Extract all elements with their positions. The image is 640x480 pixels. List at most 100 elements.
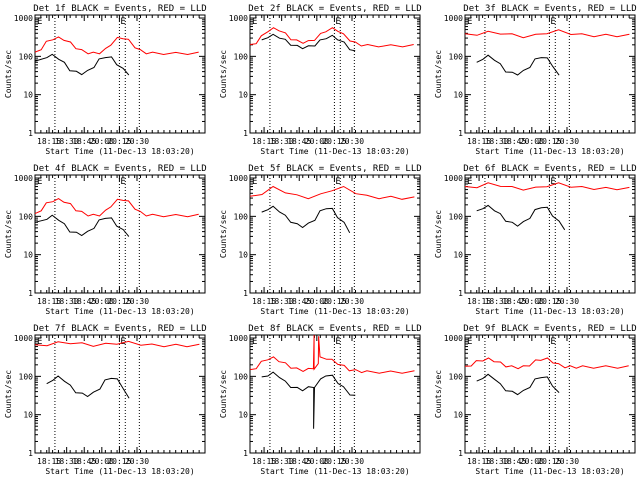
x-tick-label: 20:00 [305, 297, 329, 306]
plot-frame [34, 174, 206, 294]
x-axis-label: Start Time (11-Dec-13 18:03:20) [475, 147, 624, 156]
e-marker: E [467, 337, 472, 347]
series-line-lld [34, 198, 199, 218]
y-tick-label: 1000 [14, 14, 33, 23]
panel-4: Det 4f BLACK = Events, RED = LLD 1 10 100 10… [4, 164, 207, 316]
series-line-lld [34, 340, 200, 348]
x-axis-label: Start Time (11-Dec-13 18:03:20) [475, 467, 624, 476]
x-tick-label: 18:15 [252, 297, 276, 306]
y-tick-label: 100 [234, 372, 249, 381]
panel-8: Det 8f BLACK = Events, RED = LLD 1 10 100 10… [219, 324, 422, 476]
x-axis-label: Start Time (11-Dec-13 18:03:20) [260, 147, 409, 156]
x-tick-label: 20:30 [125, 137, 149, 146]
x-tick-label: 18:45 [502, 457, 526, 466]
x-tick-label: 18:15 [37, 457, 61, 466]
x-tick-label: 20:30 [125, 297, 149, 306]
x-tick-label: 18:15 [252, 137, 276, 146]
series-line-lld [464, 357, 629, 370]
panel-9: Det 9f BLACK = Events, RED = LLD 1 10 100 10… [434, 324, 637, 476]
x-axis-label: Start Time (11-Dec-13 18:03:20) [475, 307, 624, 316]
y-tick-label: 10 [453, 411, 463, 420]
x-tick-label: 20:15 [537, 297, 561, 306]
x-tick-label: 18:15 [467, 297, 491, 306]
y-tick-label: 100 [449, 52, 464, 61]
x-axis-label: Start Time (11-Dec-13 18:03:20) [260, 467, 409, 476]
y-tick-label: 10 [238, 251, 248, 260]
x-axis-label: Start Time (11-Dec-13 18:03:20) [45, 147, 194, 156]
panel-title: Det 7f BLACK = Events, RED = LLD [33, 324, 206, 334]
y-axis-label: Counts/sec [4, 210, 13, 258]
plot-frame [249, 334, 421, 454]
y-tick-label: 1000 [229, 334, 248, 343]
e-marker: E [37, 17, 42, 27]
e-marker: E [335, 17, 340, 27]
x-axis-label: Start Time (11-Dec-13 18:03:20) [45, 307, 194, 316]
series-line-events [476, 54, 560, 76]
series-line-lld [464, 29, 630, 39]
y-tick-label: 1 [458, 129, 463, 138]
plot-frame [34, 14, 206, 134]
e-marker: E [550, 17, 555, 27]
x-tick-label: 18:30 [55, 137, 79, 146]
e-marker: E [335, 177, 340, 187]
x-tick-label: 18:30 [270, 137, 294, 146]
y-tick-label: 100 [234, 52, 249, 61]
y-axis-label: Counts/sec [4, 50, 13, 98]
series-line-events [261, 33, 356, 52]
x-tick-label: 18:30 [270, 297, 294, 306]
y-tick-label: 100 [449, 212, 464, 221]
y-tick-label: 10 [238, 411, 248, 420]
y-tick-label: 1000 [229, 14, 248, 23]
y-tick-label: 10 [23, 91, 33, 100]
e-marker: E [550, 177, 555, 187]
panel-5: Det 5f BLACK = Events, RED = LLD 1 10 100 10… [219, 164, 422, 316]
plot-frame [464, 174, 636, 294]
panel-title: Det 5f BLACK = Events, RED = LLD [248, 164, 421, 174]
x-tick-label: 20:30 [555, 457, 579, 466]
e-marker: E [252, 17, 257, 27]
x-tick-label: 18:15 [37, 137, 61, 146]
panel-1: Det 1f BLACK = Events, RED = LLD 1 10 100 10… [4, 4, 207, 156]
series-line-lld [249, 334, 415, 374]
panel-title: Det 4f BLACK = Events, RED = LLD [33, 164, 206, 174]
y-tick-label: 10 [453, 251, 463, 260]
y-tick-label: 10 [238, 91, 248, 100]
y-axis-label: Counts/sec [4, 370, 13, 418]
y-tick-label: 1 [243, 129, 248, 138]
x-tick-label: 18:15 [37, 297, 61, 306]
series-line-events [261, 371, 356, 429]
x-tick-label: 18:30 [270, 457, 294, 466]
y-tick-label: 10 [453, 91, 463, 100]
x-tick-label: 20:30 [340, 137, 364, 146]
x-tick-label: 20:30 [125, 457, 149, 466]
series-line-events [34, 214, 130, 237]
x-tick-label: 18:45 [502, 297, 526, 306]
y-axis-label: Counts/sec [219, 370, 228, 418]
x-tick-label: 20:00 [520, 137, 544, 146]
y-axis-label: Counts/sec [434, 50, 443, 98]
panel-title: Det 1f BLACK = Events, RED = LLD [33, 4, 206, 14]
e-marker: E [120, 17, 125, 27]
x-tick-label: 20:15 [322, 457, 346, 466]
panel-title: Det 9f BLACK = Events, RED = LLD [463, 324, 636, 334]
series-line-lld [249, 27, 414, 48]
x-tick-label: 20:00 [305, 137, 329, 146]
y-tick-label: 1 [28, 449, 33, 458]
e-marker: E [37, 177, 42, 187]
plot-frame [464, 14, 636, 134]
e-marker: E [467, 177, 472, 187]
x-tick-label: 20:15 [537, 457, 561, 466]
panel-7: Det 7f BLACK = Events, RED = LLD 1 10 100 10… [4, 324, 207, 476]
e-marker: E [550, 337, 555, 347]
x-tick-label: 20:30 [555, 137, 579, 146]
panel-title: Det 8f BLACK = Events, RED = LLD [248, 324, 421, 334]
x-tick-label: 20:00 [90, 297, 114, 306]
y-tick-label: 1 [458, 289, 463, 298]
x-tick-label: 18:15 [467, 137, 491, 146]
y-tick-label: 1 [243, 449, 248, 458]
x-tick-label: 20:00 [90, 457, 114, 466]
y-tick-label: 1000 [14, 174, 33, 183]
x-tick-label: 20:15 [107, 297, 131, 306]
y-tick-label: 100 [449, 372, 464, 381]
x-tick-label: 18:30 [485, 137, 509, 146]
